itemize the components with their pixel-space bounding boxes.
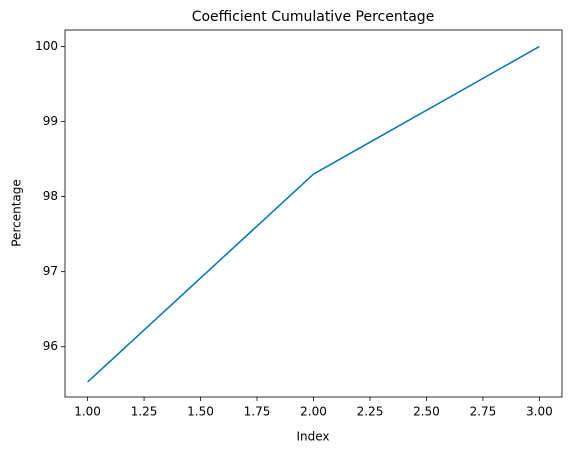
- data-line: [87, 45, 540, 383]
- chart-title: Coefficient Cumulative Percentage: [192, 9, 435, 25]
- y-tick-label: 99: [43, 114, 58, 128]
- x-tick-label: 1.50: [187, 405, 214, 419]
- x-tick-label: 1.00: [74, 405, 101, 419]
- x-tick-label: 1.75: [244, 405, 271, 419]
- x-tick-label: 2.25: [357, 405, 384, 419]
- x-tick-label: 2.75: [470, 405, 497, 419]
- y-tick-label: 98: [43, 189, 58, 203]
- x-tick-label: 2.50: [413, 405, 440, 419]
- x-tick-label: 1.25: [131, 405, 158, 419]
- x-tick-label: 3.00: [526, 405, 553, 419]
- y-tick-label: 100: [35, 39, 58, 53]
- x-axis-label: Index: [296, 430, 329, 444]
- y-tick-label: 97: [43, 264, 58, 278]
- y-tick-label: 96: [43, 339, 58, 353]
- y-axis-label: Percentage: [10, 179, 24, 247]
- x-tick-label: 2.00: [300, 405, 327, 419]
- axes-frame: [64, 29, 563, 398]
